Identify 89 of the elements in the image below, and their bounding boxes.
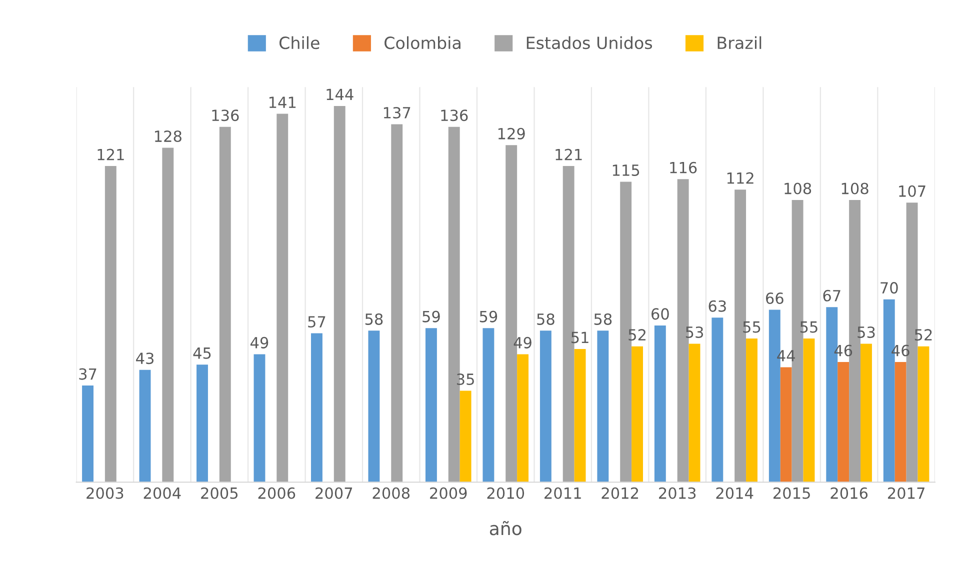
data-label: 49 <box>250 336 268 348</box>
data-label: 121 <box>98 148 124 160</box>
bar <box>196 364 208 482</box>
bar <box>803 338 815 482</box>
bar <box>632 346 643 482</box>
bar <box>838 362 850 482</box>
data-label: 52 <box>914 329 932 341</box>
x-tick-label: 2007 <box>316 487 352 499</box>
x-tick-label: 2006 <box>258 487 296 499</box>
x-tick-label: 2015 <box>774 487 810 499</box>
bar <box>918 346 930 482</box>
data-label: 63 <box>708 300 726 312</box>
legend-label: Estados Unidos <box>526 36 652 50</box>
data-label: 49 <box>514 336 532 348</box>
data-label: 144 <box>326 88 354 100</box>
data-label: 136 <box>212 110 239 122</box>
bar <box>712 318 724 482</box>
data-label: 43 <box>136 352 154 364</box>
bar <box>276 114 288 482</box>
legend-label: Chile <box>279 36 320 50</box>
bar <box>368 330 380 482</box>
data-label: 112 <box>727 172 754 184</box>
data-label: 57 <box>308 316 326 328</box>
bar <box>688 344 700 482</box>
data-label: 45 <box>193 348 211 359</box>
bar <box>482 328 494 482</box>
bar <box>654 325 666 482</box>
x-axis-title: año <box>490 521 522 536</box>
data-label: 55 <box>743 321 760 333</box>
bar <box>391 124 403 482</box>
data-label: 115 <box>612 164 640 176</box>
data-label: 66 <box>766 292 784 304</box>
legend-label: Brazil <box>718 36 762 50</box>
data-label: 129 <box>498 128 525 140</box>
x-tick-label: 2012 <box>602 487 638 499</box>
data-label: 128 <box>155 130 182 142</box>
data-label: 58 <box>537 313 554 325</box>
data-label: 58 <box>365 313 383 325</box>
bar <box>517 354 529 482</box>
bar <box>162 148 174 482</box>
bar <box>219 126 231 482</box>
data-label: 37 <box>79 368 96 380</box>
bar <box>894 362 906 482</box>
bar <box>746 338 758 482</box>
x-tick-label: 2014 <box>716 487 754 499</box>
bar <box>254 354 266 482</box>
data-label: 121 <box>556 148 582 160</box>
x-tick-label: 2013 <box>659 487 696 499</box>
x-tick-label: 2004 <box>144 487 181 499</box>
bar <box>780 367 792 482</box>
x-tick-label: 2008 <box>372 487 410 499</box>
bar <box>334 106 346 482</box>
data-label: 108 <box>842 182 868 194</box>
data-label: 60 <box>652 308 669 320</box>
data-label: 59 <box>422 310 440 322</box>
data-label: 35 <box>456 373 474 386</box>
data-label: 136 <box>441 110 468 122</box>
data-label: 51 <box>571 332 588 344</box>
data-label: 107 <box>899 185 926 197</box>
bar <box>574 348 586 482</box>
data-label: 58 <box>594 313 612 325</box>
data-label: 108 <box>784 182 812 194</box>
x-tick-label: 2011 <box>544 487 581 499</box>
bar <box>540 330 552 482</box>
data-label: 52 <box>628 329 646 341</box>
bar <box>82 386 94 482</box>
data-label: 70 <box>880 282 898 294</box>
data-label: 137 <box>384 106 410 119</box>
data-label: 53 <box>858 326 875 338</box>
bar <box>311 333 322 482</box>
bar <box>425 328 437 482</box>
bar <box>104 166 116 482</box>
x-tick-label: 2010 <box>487 487 524 499</box>
x-tick-label: 2005 <box>201 487 238 499</box>
x-tick-label: 2003 <box>86 487 124 499</box>
data-label: 116 <box>670 162 697 174</box>
x-tick-label: 2016 <box>830 487 868 499</box>
data-label: 67 <box>823 290 840 302</box>
bar <box>460 390 472 482</box>
x-tick-label: 2009 <box>430 487 467 499</box>
bar <box>597 330 609 482</box>
data-label: 55 <box>800 321 818 333</box>
bar <box>139 370 151 482</box>
data-label: 141 <box>269 96 296 108</box>
bar <box>860 344 872 482</box>
data-label: 53 <box>686 326 704 338</box>
x-tick-label: 2017 <box>888 487 924 499</box>
legend-label: Colombia <box>384 36 460 50</box>
data-label: 59 <box>480 310 498 322</box>
